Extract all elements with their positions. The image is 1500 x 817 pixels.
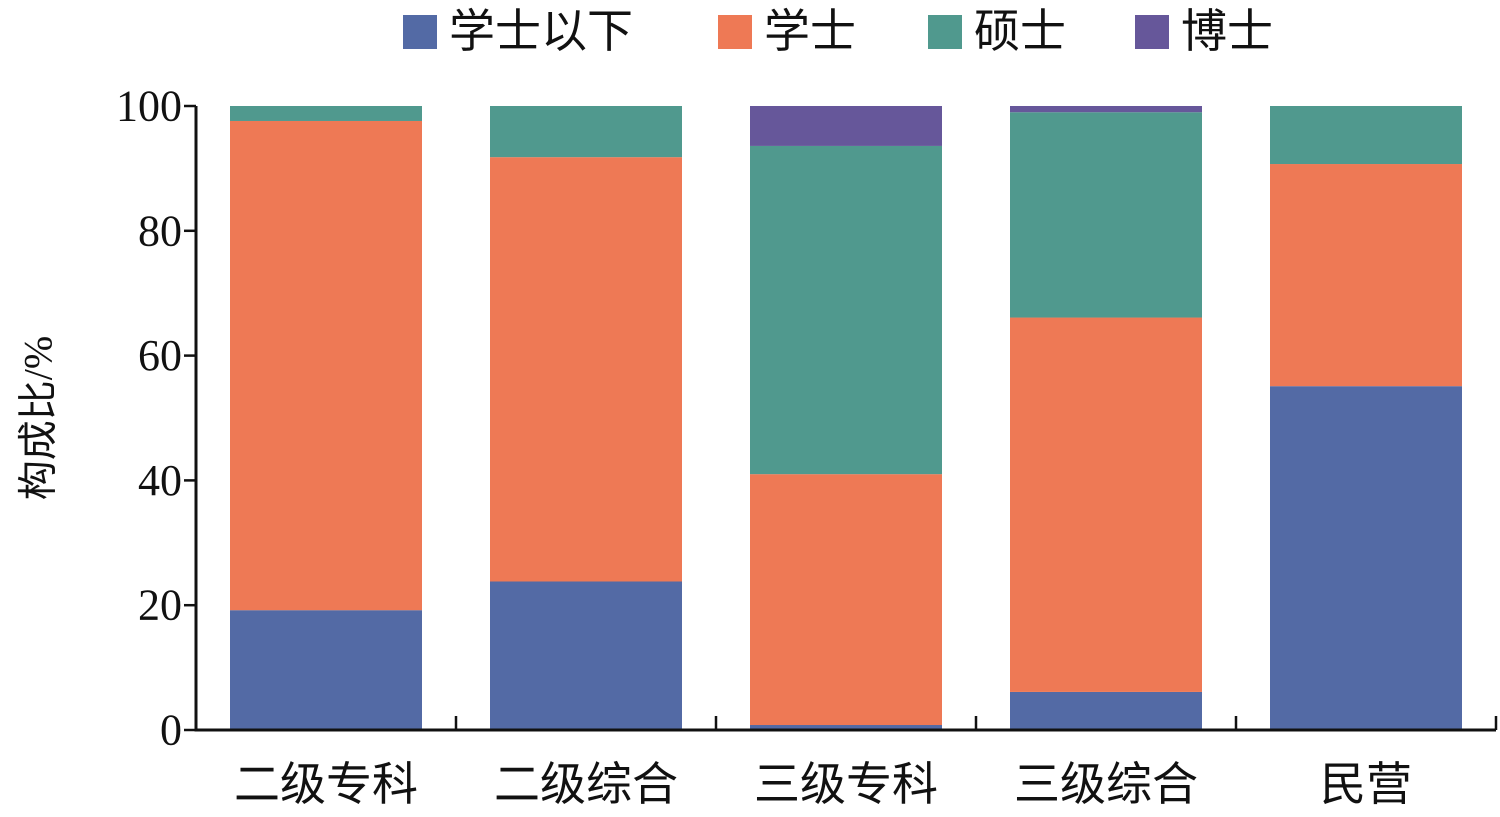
legend-swatch-1 [403,15,437,49]
bar-segment-3-1 [750,725,942,730]
bar-segment-5-2 [1270,164,1462,387]
axes: 0 20 40 60 80 100 二级专科 二级综合 三级专科 三级综合 民营 [116,82,1498,810]
bar-segment-2-2 [490,157,682,582]
x-category-label-5: 民营 [1320,759,1412,810]
x-ticks: 二级专科 二级综合 三级专科 三级综合 民营 [194,716,1498,810]
legend-item-4: 博士 [1135,6,1273,57]
y-tick-label-4: 60 [138,331,182,380]
y-axis-title: 构成比/% [16,336,61,500]
bar-stack-4 [1010,106,1202,730]
x-category-label-4: 三级综合 [1014,759,1198,810]
bar-segment-3-2 [750,474,942,726]
bar-segment-2-1 [490,581,682,730]
bar-segment-5-3 [1270,106,1462,165]
bar-stack-5 [1270,106,1462,730]
x-category-label-3: 三级专科 [754,759,938,810]
bar-segment-5-1 [1270,386,1462,730]
bar-segment-1-3 [230,106,422,121]
bar-stack-2 [490,106,682,730]
bar-segment-3-4 [750,106,942,146]
bar-segment-2-3 [490,106,682,158]
bar-segment-4-3 [1010,112,1202,318]
bar-segment-4-4 [1010,106,1202,113]
legend-swatch-4 [1135,15,1169,49]
legend-label-4: 博士 [1181,6,1273,57]
y-tick-label-5: 80 [138,206,182,255]
bar-stack-1 [230,106,422,730]
legend-swatch-2 [718,15,752,49]
y-ticks: 0 20 40 60 80 100 [116,82,196,755]
y-tick-label-3: 40 [138,456,182,505]
legend-item-2: 学士 [718,6,856,57]
bar-segment-1-1 [230,610,422,730]
legend-swatch-3 [928,15,962,49]
bar-segment-4-2 [1010,317,1202,692]
bar-segment-4-1 [1010,691,1202,730]
y-tick-label-2: 20 [138,581,182,630]
legend-label-2: 学士 [764,6,856,57]
legend-label-1: 学士以下 [449,6,633,57]
y-tick-label-1: 0 [160,706,182,755]
bar-stack-3 [750,106,942,730]
legend-item-1: 学士以下 [403,6,633,57]
legend-label-3: 硕士 [974,6,1066,57]
y-tick-label-6: 100 [116,82,182,131]
bar-segment-3-3 [750,145,942,475]
bars [230,106,1462,730]
legend: 学士以下 学士 硕士 博士 [403,6,1273,57]
x-category-label-1: 二级专科 [234,759,418,810]
x-category-label-2: 二级综合 [494,759,678,810]
bar-segment-1-2 [230,120,422,611]
legend-item-3: 硕士 [928,6,1066,57]
